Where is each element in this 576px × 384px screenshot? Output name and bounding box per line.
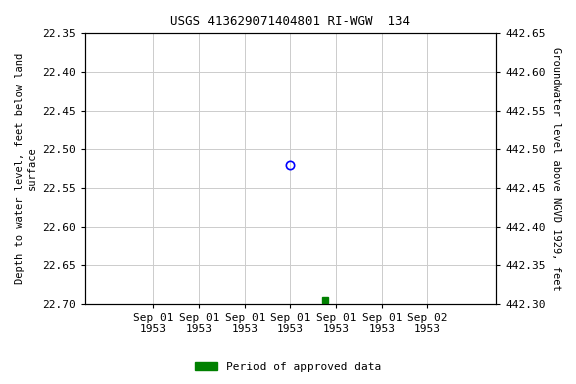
Y-axis label: Depth to water level, feet below land
surface: Depth to water level, feet below land su… bbox=[15, 53, 37, 284]
Y-axis label: Groundwater level above NGVD 1929, feet: Groundwater level above NGVD 1929, feet bbox=[551, 47, 561, 290]
Legend: Period of approved data: Period of approved data bbox=[191, 358, 385, 377]
Title: USGS 413629071404801 RI-WGW  134: USGS 413629071404801 RI-WGW 134 bbox=[170, 15, 411, 28]
